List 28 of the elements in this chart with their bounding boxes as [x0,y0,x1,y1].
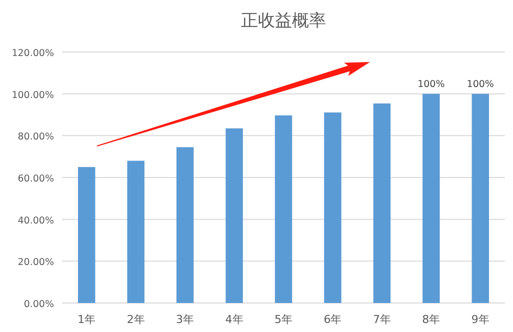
data-label: 100% [466,78,494,90]
bar [324,112,342,303]
y-tick-label: 120.00% [12,48,54,59]
bar [226,128,243,303]
x-tick-label: 2年 [126,313,145,326]
x-tick-label: 8年 [422,313,440,326]
x-tick-label: 4年 [225,313,244,326]
bar [78,167,96,303]
y-tick-label: 0.00% [24,299,54,310]
x-tick-label: 6年 [324,313,342,326]
y-tick-label: 80.00% [18,132,54,143]
y-tick-label: 20.00% [18,257,54,268]
x-tick-label: 5年 [274,313,292,326]
bar [373,103,391,303]
data-label: 100% [418,78,445,90]
x-tick-label: 7年 [372,313,391,326]
bar [127,160,144,303]
x-tick-label: 9年 [471,313,490,326]
x-tick-label: 3年 [176,313,194,326]
y-tick-label: 60.00% [18,174,54,184]
y-tick-label: 40.00% [18,215,54,226]
bar [274,115,292,303]
bar [176,147,194,303]
y-tick-label: 100.00% [12,90,54,101]
chart-title: 正收益概率 [241,11,326,31]
x-tick-label: 1年 [78,313,96,326]
bar [472,94,490,303]
bar [422,94,440,303]
